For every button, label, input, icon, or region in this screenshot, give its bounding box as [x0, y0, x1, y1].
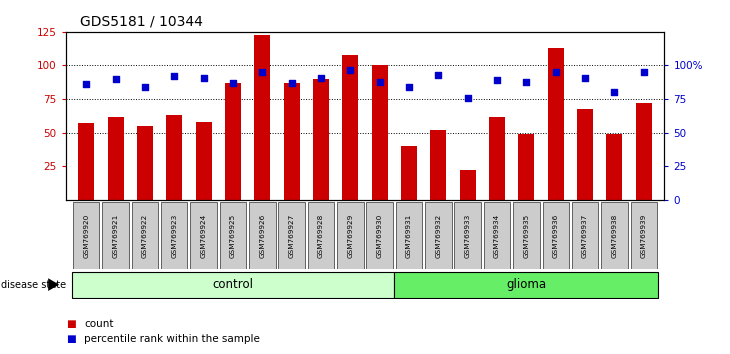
Point [609, 90, 620, 95]
FancyBboxPatch shape [425, 202, 452, 269]
Text: GSM769927: GSM769927 [288, 213, 295, 258]
Bar [196, 122, 212, 200]
Point [80, 81, 92, 87]
FancyBboxPatch shape [366, 202, 393, 269]
FancyBboxPatch shape [278, 202, 305, 269]
Point [374, 79, 385, 85]
Bar [137, 126, 153, 200]
Text: GSM769936: GSM769936 [553, 213, 558, 258]
FancyBboxPatch shape [308, 202, 334, 269]
Text: GSM769932: GSM769932 [435, 213, 442, 258]
Point [227, 80, 239, 86]
Point [638, 69, 650, 75]
Text: disease state: disease state [1, 280, 66, 290]
Text: percentile rank within the sample: percentile rank within the sample [84, 334, 260, 344]
FancyBboxPatch shape [73, 202, 99, 269]
Bar [313, 79, 329, 200]
Bar [577, 109, 593, 200]
Point [315, 75, 327, 80]
FancyBboxPatch shape [572, 202, 599, 269]
Bar [636, 103, 652, 200]
Bar [283, 83, 300, 200]
Bar [78, 123, 94, 200]
Polygon shape [48, 278, 59, 291]
Text: control: control [212, 278, 253, 291]
Point [198, 75, 210, 80]
Point [550, 69, 561, 75]
Text: GSM769931: GSM769931 [406, 213, 412, 258]
Text: glioma: glioma [507, 278, 547, 291]
Bar [430, 130, 447, 200]
Text: GSM769928: GSM769928 [318, 213, 324, 258]
Point [169, 73, 180, 79]
FancyBboxPatch shape [220, 202, 246, 269]
Point [139, 84, 151, 90]
Point [491, 78, 503, 83]
Text: GSM769929: GSM769929 [347, 213, 353, 258]
FancyBboxPatch shape [102, 202, 128, 269]
Text: GSM769924: GSM769924 [201, 213, 207, 258]
Text: GSM769923: GSM769923 [172, 213, 177, 258]
Point [403, 84, 415, 90]
Bar [548, 48, 564, 200]
FancyBboxPatch shape [513, 202, 539, 269]
Bar [225, 83, 241, 200]
Text: GSM769926: GSM769926 [259, 213, 265, 258]
Text: GDS5181 / 10344: GDS5181 / 10344 [80, 14, 203, 28]
Point [256, 69, 268, 75]
FancyBboxPatch shape [631, 202, 657, 269]
Bar [372, 65, 388, 200]
FancyBboxPatch shape [484, 202, 510, 269]
Bar [342, 55, 358, 200]
FancyBboxPatch shape [396, 202, 422, 269]
FancyBboxPatch shape [161, 202, 188, 269]
Text: GSM769920: GSM769920 [83, 213, 89, 258]
Bar [460, 170, 476, 200]
Point [345, 67, 356, 72]
Point [286, 80, 298, 86]
Text: GSM769930: GSM769930 [377, 213, 383, 258]
Point [110, 76, 121, 82]
Bar [401, 146, 417, 200]
FancyBboxPatch shape [542, 202, 569, 269]
FancyBboxPatch shape [72, 272, 394, 298]
Text: GSM769921: GSM769921 [112, 213, 118, 258]
Text: GSM769925: GSM769925 [230, 213, 236, 258]
FancyBboxPatch shape [337, 202, 364, 269]
Text: ■: ■ [66, 334, 75, 344]
Point [520, 79, 532, 85]
FancyBboxPatch shape [602, 202, 628, 269]
FancyBboxPatch shape [249, 202, 275, 269]
FancyBboxPatch shape [455, 202, 481, 269]
Text: ■: ■ [66, 319, 75, 329]
Text: GSM769922: GSM769922 [142, 213, 148, 258]
Text: count: count [84, 319, 113, 329]
FancyBboxPatch shape [131, 202, 158, 269]
Text: GSM769939: GSM769939 [641, 213, 647, 258]
Text: GSM769933: GSM769933 [465, 213, 471, 258]
Text: GSM769938: GSM769938 [612, 213, 618, 258]
FancyBboxPatch shape [191, 202, 217, 269]
Bar [607, 134, 623, 200]
Text: GSM769935: GSM769935 [523, 213, 529, 258]
Point [432, 72, 444, 78]
Point [579, 75, 591, 80]
FancyBboxPatch shape [394, 272, 658, 298]
Point [462, 95, 474, 101]
Bar [254, 35, 270, 200]
Text: GSM769937: GSM769937 [582, 213, 588, 258]
Text: GSM769934: GSM769934 [494, 213, 500, 258]
Bar [166, 115, 182, 200]
Bar [518, 134, 534, 200]
Bar [489, 116, 505, 200]
Bar [107, 116, 123, 200]
